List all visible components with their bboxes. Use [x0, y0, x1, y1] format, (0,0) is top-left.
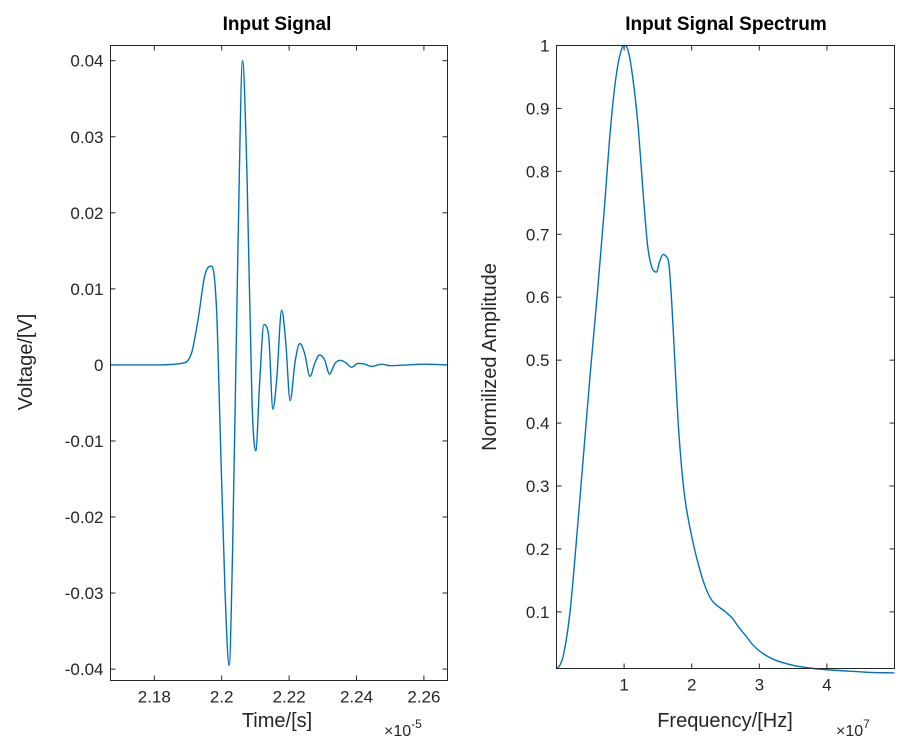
x-ticks: 2.18 2.2 2.22 2.24 2.26 — [138, 45, 440, 707]
x-exponent-power: -5 — [411, 717, 422, 731]
plot-frame — [110, 45, 448, 681]
series-line — [110, 60, 448, 666]
x-tick-label: 2.22 — [273, 688, 306, 707]
y-axis-label: Voltage/[V] — [15, 314, 37, 411]
x-exponent-power: 7 — [863, 717, 870, 731]
y-tick-label: 0.3 — [526, 477, 550, 496]
plot-frame — [556, 45, 895, 669]
x-tick-label: 2 — [687, 676, 696, 695]
y-tick-label: 0.6 — [526, 288, 550, 307]
y-tick-label: -0.04 — [65, 660, 104, 679]
x-tick-label: 2.18 — [138, 688, 171, 707]
series-line — [556, 44, 895, 674]
y-tick-label: 0.8 — [526, 162, 550, 181]
y-tick-label: 0.01 — [70, 280, 103, 299]
x-tick-label: 1 — [619, 676, 628, 695]
x-tick-label: 3 — [755, 676, 764, 695]
y-tick-label: 0.5 — [526, 351, 550, 370]
y-tick-label: 0.04 — [70, 52, 103, 71]
y-tick-label: 0 — [94, 356, 103, 375]
input-signal-chart: Input Signal Voltage/[V] Time/[s] ×10-5 … — [15, 14, 448, 740]
y-tick-label: 0.9 — [526, 99, 550, 118]
y-tick-label: 0.7 — [526, 225, 550, 244]
x-tick-label: 2.24 — [340, 688, 373, 707]
y-tick-label: 0.2 — [526, 540, 550, 559]
x-tick-label: 2.26 — [407, 688, 440, 707]
chart-title: Input Signal — [223, 14, 332, 35]
chart-title: Input Signal Spectrum — [625, 14, 827, 35]
y-ticks: -0.04 -0.03 -0.02 -0.01 0 0.01 0.02 0.03 0.04 — [65, 52, 448, 679]
y-tick-label: 0.03 — [70, 128, 103, 147]
input-signal-spectrum-chart: Input Signal Spectrum Normilized Amplitu… — [479, 14, 895, 740]
x-axis-label: Frequency/[Hz] — [657, 710, 793, 732]
x-tick-label: 2.2 — [210, 688, 234, 707]
x-axis-exponent: ×107 — [836, 717, 870, 740]
y-tick-label: 0.4 — [526, 414, 550, 433]
y-tick-label: 0.1 — [526, 603, 550, 622]
x-exponent-base: ×10 — [836, 723, 863, 740]
x-exponent-base: ×10 — [384, 723, 411, 740]
x-axis-label: Time/[s] — [242, 710, 312, 732]
y-tick-label: -0.02 — [65, 508, 104, 527]
y-tick-label: 1 — [540, 37, 549, 56]
y-tick-label: 0.02 — [70, 204, 103, 223]
y-ticks: 0.1 0.2 0.3 0.4 0.5 0.6 0.7 0.8 0.9 1 — [526, 37, 895, 622]
y-axis-label: Normilized Amplitude — [479, 263, 501, 451]
y-tick-label: -0.01 — [65, 432, 104, 451]
x-tick-label: 4 — [822, 676, 831, 695]
x-ticks: 1 2 3 4 — [619, 45, 832, 695]
y-tick-label: -0.03 — [65, 584, 104, 603]
x-axis-exponent: ×10-5 — [384, 717, 422, 740]
